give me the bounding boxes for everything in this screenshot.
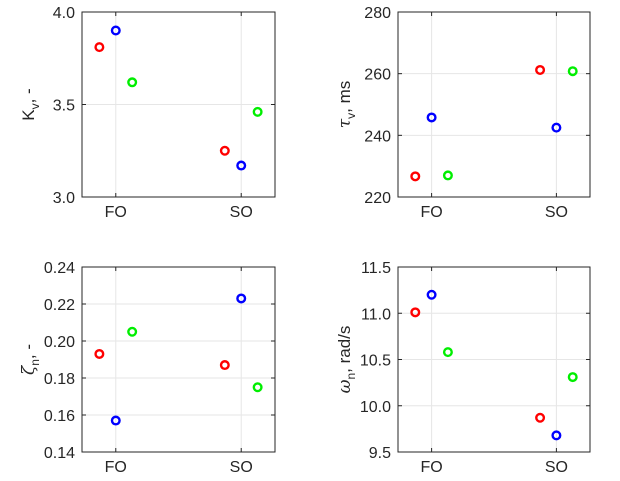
y-axis-label-symbol: ζ [19,364,39,375]
data-point [127,77,138,88]
x-tick-label: FO [420,459,442,476]
x-tick-label: FO [105,204,127,221]
y-tick-label: 10.0 [360,399,391,416]
data-point [110,25,121,36]
data-point [236,293,247,304]
y-axis-label: Kv, - [19,88,42,120]
y-tick-label: 10.5 [360,353,391,370]
data-point [442,170,453,181]
data-point [410,307,421,318]
x-tick-label: FO [105,459,127,476]
y-tick-label: 3.0 [53,190,75,207]
y-axis-label-unit: , - [19,344,38,359]
y-axis-label-subscript: v [28,103,42,109]
data-point [410,171,421,182]
data-point [127,326,138,337]
data-point [94,348,105,359]
data-point [219,145,230,156]
data-point [110,415,121,426]
y-tick-label: 0.18 [44,371,75,388]
data-point [94,42,105,53]
y-axis-label-symbol: τ [335,118,355,128]
data-point [426,112,437,123]
y-tick-label: 4.0 [53,5,75,22]
x-tick-label: SO [545,204,568,221]
y-axis-label-symbol: ω [335,379,355,393]
panel-zeta-n: 0.14 0.16 0.18 0.20 0.22 0.24 FO SO ζn, - [19,260,276,476]
data-point [535,412,546,423]
y-axis-label-unit: , ms [335,81,354,113]
y-axis-label: τv, ms [335,81,358,129]
y-tick-label: 11.0 [361,306,391,323]
y-tick-label: 0.22 [44,297,75,314]
y-tick-label: 0.24 [44,260,75,277]
x-tick-label: FO [420,204,442,221]
y-tick-label: 260 [364,67,391,84]
y-axis-label-subscript: n [28,359,42,366]
y-axis-label-unit: , - [19,88,38,103]
data-point [252,106,263,117]
y-tick-label: 0.14 [44,445,75,462]
x-tick-label: SO [230,459,253,476]
data-point [252,382,263,393]
panel-omega-n: 9.5 10.0 10.5 11.0 11.5 FO SO ωn, rad/s [335,260,591,476]
data-point [567,372,578,383]
y-tick-label: 11.5 [361,260,391,277]
axes-box [81,266,276,453]
y-tick-label: 220 [364,190,391,207]
y-tick-label: 240 [364,128,391,145]
data-point [567,66,578,77]
panel-tau-v: 220 240 260 280 FO SO τv, ms [335,5,591,221]
data-point [236,160,247,171]
y-axis-label: ζn, - [19,344,42,375]
y-tick-label: 3.5 [53,98,75,115]
y-tick-label: 9.5 [369,445,391,462]
y-axis-label: ωn, rad/s [335,326,358,394]
y-tick-label: 0.16 [44,408,75,425]
y-tick-label: 280 [364,5,391,22]
data-point [442,347,453,358]
panel-k-v: 3.0 3.5 4.0 FO SO Kv, - [19,5,276,221]
axes-box [397,11,591,198]
y-axis-label-subscript: n [344,373,358,380]
x-tick-label: SO [230,204,253,221]
y-axis-label-unit: , rad/s [335,326,354,373]
data-point [551,430,562,441]
x-tick-label: SO [545,459,568,476]
y-tick-label: 0.20 [44,334,75,351]
y-axis-label-symbol: K [19,109,38,121]
data-point [535,64,546,75]
data-point [219,360,230,371]
data-point [426,289,437,300]
data-point [551,122,562,133]
y-axis-label-subscript: v [344,113,358,119]
